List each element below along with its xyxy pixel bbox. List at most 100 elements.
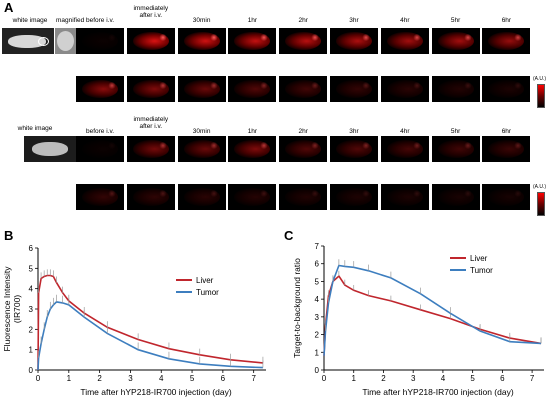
tumor-hotspot xyxy=(463,142,472,149)
fluorescence-signal xyxy=(82,188,118,206)
tumor-hotspot xyxy=(311,82,320,89)
tumor-hotspot xyxy=(108,190,116,197)
color-scale-bar-1 xyxy=(537,84,545,108)
fluorescence-tile xyxy=(279,76,328,102)
magnified-image xyxy=(55,28,76,54)
magnified-label: magnified xyxy=(56,17,85,24)
fluorescence-tile xyxy=(380,28,429,54)
tumor-hotspot xyxy=(260,190,269,197)
fluorescence-tile xyxy=(482,184,531,210)
y-tick-label: 1 xyxy=(29,346,34,355)
timepoint-label: 2hr xyxy=(298,128,308,135)
x-tick-label: 5 xyxy=(470,374,475,383)
y-tick-label: 5 xyxy=(315,277,320,286)
tumor-hotspot xyxy=(514,190,523,197)
x-tick-label: 2 xyxy=(381,374,386,383)
tumor-hotspot xyxy=(362,142,370,149)
y-axis-label: Fluorescence Intensity(IR700) xyxy=(2,266,22,352)
x-tick-label: 5 xyxy=(190,374,195,383)
fluorescence-tile xyxy=(228,184,277,210)
y-tick-label: 3 xyxy=(315,313,320,322)
x-tick-label: 1 xyxy=(352,374,357,383)
fluorescence-signal xyxy=(183,188,220,206)
x-tick-label: 3 xyxy=(128,374,133,383)
fluorescence-tile xyxy=(380,136,429,162)
fluorescence-tile xyxy=(380,76,429,102)
tumor-hotspot xyxy=(362,82,370,89)
fluorescence-tile xyxy=(126,136,175,162)
fluorescence-signal xyxy=(234,188,271,206)
tumor-hotspot xyxy=(311,34,320,41)
timepoint-label: 2hr xyxy=(298,17,308,24)
tumor-hotspot xyxy=(209,190,218,197)
tumor-hotspot xyxy=(362,34,370,41)
tumor-hotspot xyxy=(158,142,167,149)
x-axis-label: Time after hYP218-IR700 injection (day) xyxy=(362,387,514,397)
timepoint-label: 4hr xyxy=(400,128,410,135)
timepoint-label: 30min xyxy=(192,128,211,135)
y-tick-label: 4 xyxy=(315,295,320,304)
fluorescence-tile xyxy=(431,184,480,210)
tumor-hotspot xyxy=(514,82,523,89)
fluorescence-signal xyxy=(386,188,423,206)
timepoint-label: 1hr xyxy=(247,128,258,135)
fluorescence-tile xyxy=(177,76,226,102)
y-tick-label: 2 xyxy=(29,325,34,334)
y-tick-label: 7 xyxy=(315,242,320,251)
fluorescence-signal xyxy=(336,140,372,158)
fluorescence-signal xyxy=(285,188,322,206)
fluorescence-tile xyxy=(431,76,480,102)
timepoint-label: immediately after i.v. xyxy=(133,116,169,130)
y-tick-label: 6 xyxy=(29,244,34,253)
fluorescence-tile xyxy=(279,28,328,54)
scale-unit-1: (A.U.) xyxy=(533,76,547,82)
tumor-hotspot xyxy=(158,82,167,89)
panel-label-b: B xyxy=(4,228,14,243)
x-tick-label: 6 xyxy=(500,374,505,383)
fluorescence-signal xyxy=(386,80,423,98)
series-line-liver xyxy=(37,274,263,371)
fluorescence-tile xyxy=(177,28,226,54)
y-tick-label: 0 xyxy=(29,366,34,375)
tumor-hotspot xyxy=(412,82,421,89)
white-image-label-1: white image xyxy=(12,17,48,24)
x-tick-label: 0 xyxy=(36,374,41,383)
white-image-label-2: white image xyxy=(17,125,53,132)
fluorescence-tile xyxy=(228,136,277,162)
y-tick-label: 5 xyxy=(29,264,34,273)
y-tick-label: 6 xyxy=(315,260,320,269)
timepoint-label: 6hr xyxy=(501,17,512,24)
tumor-hotspot xyxy=(463,34,472,41)
timepoint-label: before i.v. xyxy=(85,17,115,24)
x-axis-label: Time after hYP218-IR700 injection (day) xyxy=(80,387,232,397)
fluorescence-signal xyxy=(285,140,322,158)
fluorescence-tile xyxy=(126,184,175,210)
legend-label-tumor: Tumor xyxy=(470,266,493,275)
y-tick-label: 4 xyxy=(29,285,34,294)
panel-label-a: A xyxy=(4,0,14,15)
fluorescence-signal xyxy=(437,140,474,158)
tumor-hotspot xyxy=(209,34,218,41)
tumor-hotspot xyxy=(311,190,320,197)
tumor-hotspot xyxy=(514,34,523,41)
fluorescence-tile xyxy=(431,28,480,54)
y-tick-label: 0 xyxy=(315,366,320,375)
timepoint-label: 6hr xyxy=(501,128,512,135)
fluorescence-signal xyxy=(488,140,525,158)
fluorescence-signal xyxy=(234,80,271,98)
fluorescence-signal xyxy=(82,140,118,158)
fluorescence-signal xyxy=(386,140,423,158)
scale-unit-2: (A.U.) xyxy=(533,184,547,190)
legend-label-liver: Liver xyxy=(470,254,488,263)
tumor-hotspot xyxy=(514,142,523,149)
fluorescence-signal xyxy=(336,188,372,206)
tumor-hotspot xyxy=(209,82,218,89)
tumor-hotspot xyxy=(412,34,421,41)
x-tick-label: 4 xyxy=(159,374,164,383)
timepoint-label: 30min xyxy=(192,17,211,24)
fluorescence-tile xyxy=(279,184,328,210)
series-line-tumor xyxy=(323,264,542,356)
fluorescence-tile xyxy=(228,28,277,54)
x-tick-label: 7 xyxy=(530,374,535,383)
